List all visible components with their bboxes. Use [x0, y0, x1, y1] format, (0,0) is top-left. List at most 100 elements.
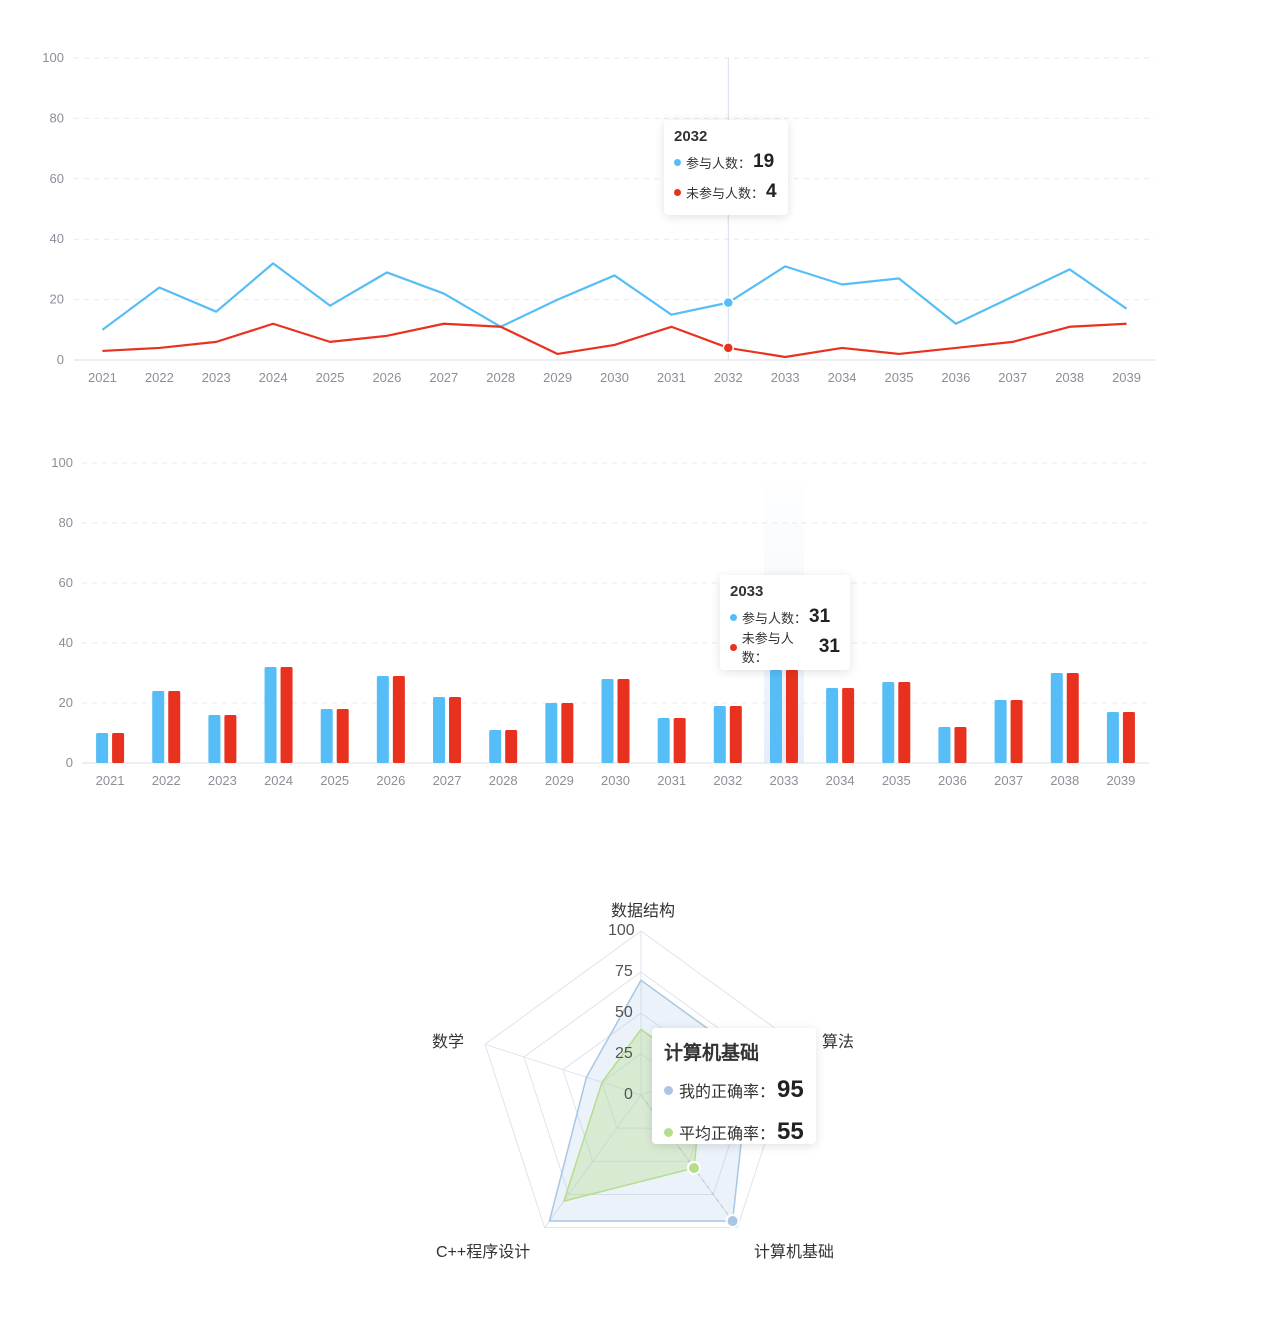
bar	[826, 688, 839, 763]
bar	[1066, 673, 1079, 763]
bar	[657, 718, 670, 763]
radar-axis-line	[484, 1043, 642, 1096]
tooltip-row: 我的正确率： 95	[664, 1069, 804, 1111]
x-tick-label: 2031	[657, 370, 686, 385]
series-dot-icon	[664, 1085, 673, 1095]
bar	[994, 700, 1007, 763]
bar	[489, 730, 502, 763]
x-tick-label: 2033	[771, 370, 800, 385]
bar	[224, 715, 237, 763]
bar-chart-tooltip: 2033 参与人数： 31 未参与人数： 31	[720, 575, 850, 670]
tooltip-label: 参与人数：	[686, 155, 752, 171]
tooltip-label: 我的正确率：	[679, 1084, 776, 1101]
x-tick-label: 2024	[264, 773, 293, 788]
x-tick-label: 2030	[600, 370, 629, 385]
x-tick-label: 2026	[372, 370, 401, 385]
data-point	[722, 296, 735, 309]
x-tick-label: 2028	[489, 773, 518, 788]
x-tick-label: 2038	[1055, 370, 1084, 385]
bar	[617, 679, 630, 763]
bar	[168, 691, 181, 763]
radar-tick-label: 75	[615, 963, 633, 980]
bar	[505, 730, 518, 763]
series-dot-icon	[664, 1127, 673, 1137]
series-dot-icon	[674, 158, 681, 166]
bar	[336, 709, 349, 763]
tooltip-label: 参与人数：	[742, 610, 808, 626]
x-tick-label: 2033	[770, 773, 799, 788]
x-tick-label: 2027	[429, 370, 458, 385]
radar-grid-ring	[484, 930, 798, 1229]
x-tick-label: 2027	[433, 773, 462, 788]
radar-data-point	[687, 1160, 702, 1175]
line-chart-tooltip: 2032 参与人数： 19 未参与人数： 4	[664, 120, 788, 215]
line-chart: 0 20 40 60 80 100 2021 2022 2023 2024 2025 2026 2027…	[42, 50, 1155, 385]
bar	[152, 691, 165, 763]
bar	[1010, 700, 1023, 763]
bar	[673, 718, 686, 763]
x-tick-label: 2036	[941, 370, 970, 385]
x-tick-label: 2038	[1050, 773, 1079, 788]
tooltip-label: 平均正确率：	[679, 1126, 776, 1143]
x-tick-label: 2031	[657, 773, 686, 788]
tooltip-title: 2032	[674, 128, 708, 145]
x-tick-label: 2023	[202, 370, 231, 385]
x-tick-label: 2026	[376, 773, 405, 788]
bar	[561, 703, 574, 763]
y-tick-label: 20	[59, 695, 73, 710]
radar-indicator-label: 数据结构	[611, 903, 676, 920]
x-tick-label: 2022	[152, 773, 181, 788]
bar	[785, 670, 798, 763]
radar-tick-label: 50	[615, 1004, 633, 1021]
bar	[545, 703, 558, 763]
y-tick-label: 80	[50, 110, 64, 125]
radar-chart-tooltip: 计算机基础 我的正确率： 95 平均正确率： 55	[652, 1028, 816, 1145]
x-tick-label: 2028	[486, 370, 515, 385]
x-tick-label: 2034	[828, 370, 857, 385]
y-tick-label: 0	[66, 755, 73, 770]
y-tick-label: 100	[51, 455, 73, 470]
tooltip-row: 参与人数： 19	[674, 149, 778, 175]
x-tick-label: 2037	[994, 773, 1023, 788]
x-tick-label: 2039	[1106, 773, 1135, 788]
series-dot-icon	[730, 643, 737, 651]
x-tick-label: 2039	[1112, 370, 1141, 385]
bar	[392, 676, 405, 763]
bar	[449, 697, 462, 763]
tooltip-row: 参与人数： 31	[730, 604, 840, 630]
y-tick-label: 60	[50, 171, 64, 186]
bar	[1106, 712, 1119, 763]
radar-indicator-label: 计算机基础	[754, 1244, 835, 1261]
x-tick-label: 2025	[316, 370, 345, 385]
tooltip-row: 未参与人数： 4	[674, 175, 778, 209]
radar-indicator-label: C++程序设计	[436, 1244, 531, 1261]
series-dot-icon	[674, 188, 681, 196]
x-tick-label: 2032	[713, 773, 742, 788]
tooltip-value: 31	[809, 606, 831, 627]
y-tick-label: 0	[57, 352, 64, 367]
y-tick-label: 40	[59, 635, 73, 650]
tooltip-title: 2033	[730, 583, 764, 600]
bar	[280, 667, 293, 763]
x-tick-label: 2030	[601, 773, 630, 788]
data-point	[722, 342, 735, 354]
radar-data-point	[725, 1214, 740, 1229]
x-tick-label: 2025	[320, 773, 349, 788]
bar	[842, 688, 855, 763]
x-tick-label: 2037	[998, 370, 1027, 385]
bar	[1050, 673, 1063, 763]
x-tick-label: 2029	[545, 773, 574, 788]
y-tick-label: 40	[50, 231, 64, 246]
x-tick-label: 2021	[88, 370, 117, 385]
radar-tick-label: 100	[608, 922, 635, 939]
bar	[96, 733, 109, 763]
bar	[320, 709, 333, 763]
y-tick-label: 100	[42, 50, 64, 65]
y-tick-label: 80	[59, 515, 73, 530]
bar	[601, 679, 614, 763]
bar	[898, 682, 911, 763]
x-tick-label: 2024	[259, 370, 288, 385]
bar	[264, 667, 277, 763]
radar-tick-label: 0	[624, 1086, 633, 1103]
